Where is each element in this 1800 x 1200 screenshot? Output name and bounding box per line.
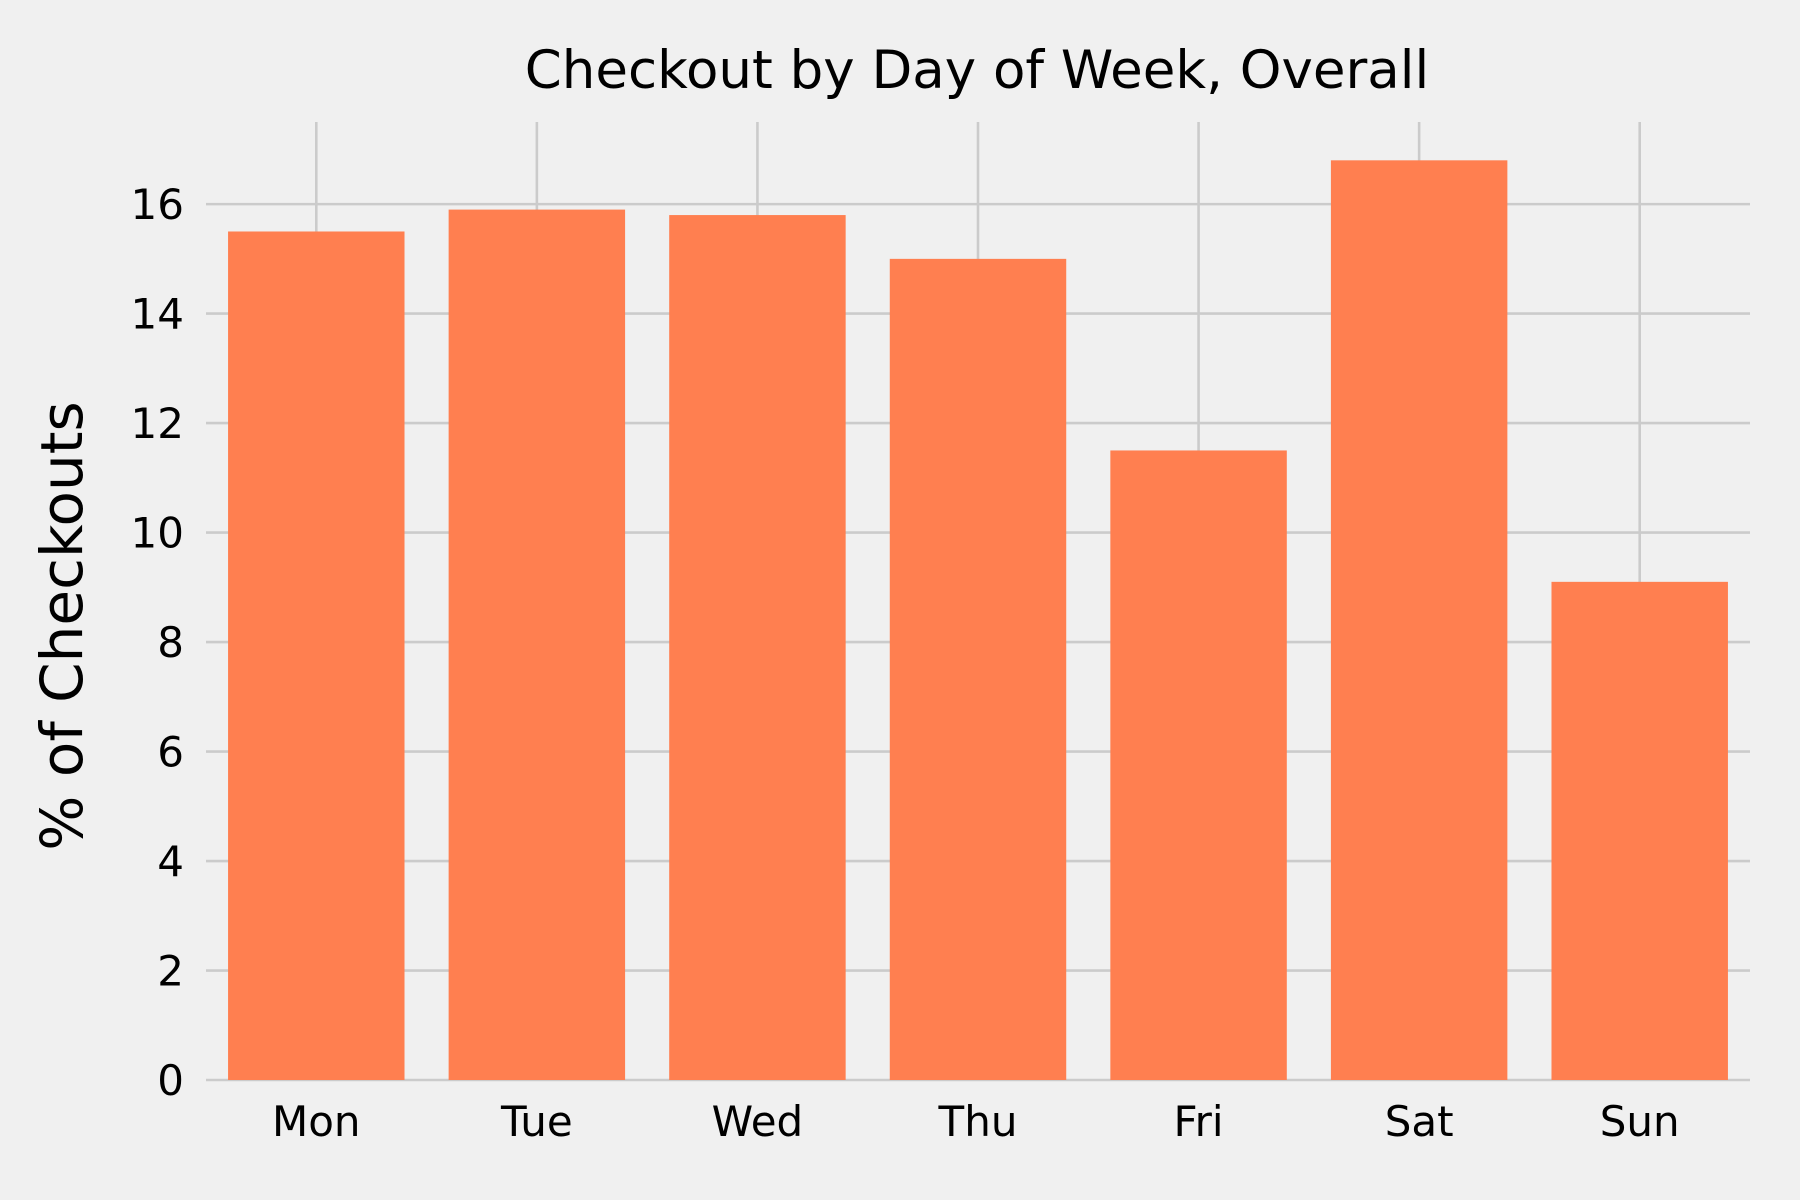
bars — [228, 160, 1728, 1081]
x-tick-label-sat: Sat — [1385, 1097, 1454, 1146]
y-tick-label-5: 10 — [131, 509, 184, 558]
bar-sun — [1551, 581, 1728, 1080]
y-axis-label: % of Checkouts — [28, 401, 96, 850]
bar-mon — [228, 231, 405, 1080]
y-tick-label-8: 16 — [131, 180, 184, 229]
x-tick-labels: Mon Tue Wed Thu Fri Sat Sun — [272, 1097, 1680, 1146]
x-tick-label-fri: Fri — [1174, 1097, 1224, 1146]
y-tick-label-7: 14 — [131, 290, 184, 339]
y-tick-label-4: 8 — [157, 618, 184, 667]
x-tick-label-wed: Wed — [712, 1097, 804, 1146]
y-tick-label-1: 2 — [157, 947, 184, 996]
y-tick-label-2: 4 — [157, 837, 184, 886]
bar-tue — [448, 209, 626, 1081]
y-tick-label-6: 12 — [131, 399, 184, 448]
x-tick-label-mon: Mon — [272, 1097, 361, 1146]
bar-sat — [1330, 160, 1508, 1080]
x-tick-label-thu: Thu — [938, 1097, 1018, 1146]
y-tick-label-0: 0 — [157, 1056, 184, 1105]
x-tick-label-tue: Tue — [500, 1097, 573, 1146]
y-tick-labels: 0 2 4 6 8 10 12 14 16 — [131, 180, 184, 1105]
bar-wed — [669, 215, 846, 1080]
x-tick-label-sun: Sun — [1600, 1097, 1680, 1146]
bar-thu — [889, 258, 1067, 1080]
bar-fri — [1110, 450, 1287, 1080]
y-tick-label-3: 6 — [157, 728, 184, 777]
chart-title: Checkout by Day of Week, Overall — [525, 40, 1429, 101]
